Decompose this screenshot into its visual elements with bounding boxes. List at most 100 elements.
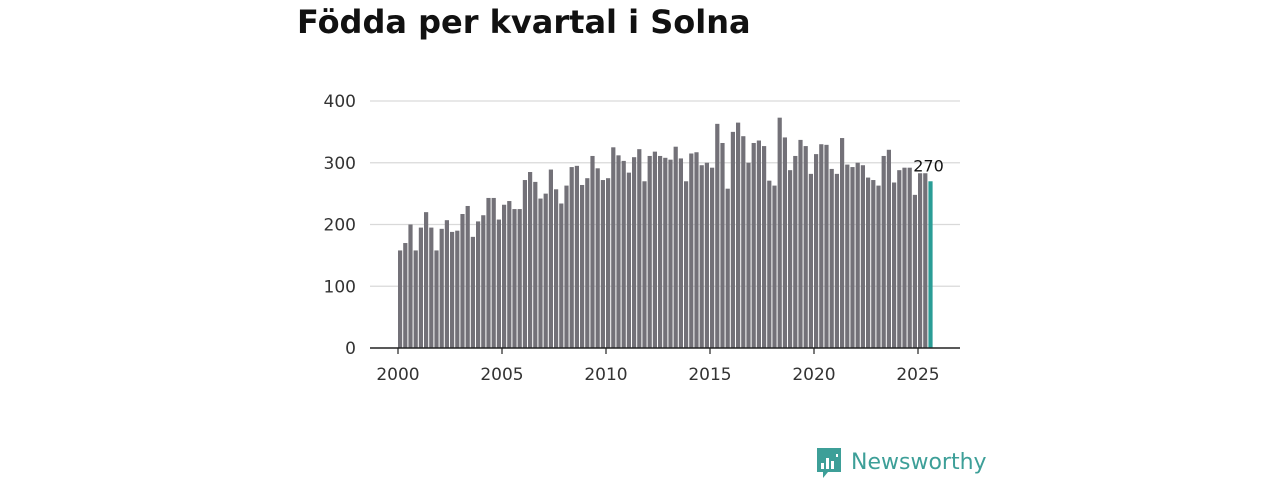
- bar: [928, 181, 933, 348]
- y-tick-label: 200: [324, 216, 356, 236]
- bar: [434, 250, 439, 348]
- bar: [559, 203, 564, 348]
- bar: [668, 159, 673, 348]
- bar: [543, 193, 548, 348]
- bar: [892, 182, 897, 348]
- bar: [429, 227, 434, 348]
- bar: [600, 180, 605, 348]
- bar: [642, 181, 647, 348]
- bar: [694, 152, 699, 348]
- newsworthy-logo: Newsworthy: [815, 446, 987, 480]
- y-tick-label: 300: [324, 154, 356, 174]
- bar: [855, 162, 860, 348]
- bar: [829, 168, 834, 348]
- bar: [673, 146, 678, 348]
- bar: [886, 149, 891, 348]
- bar: [398, 250, 403, 348]
- bar: [912, 194, 917, 348]
- x-tick-label: 2000: [376, 365, 419, 385]
- bar: [611, 147, 616, 348]
- bar: [684, 181, 689, 348]
- bar: [689, 153, 694, 348]
- bar: [408, 224, 413, 348]
- bar: [554, 189, 559, 348]
- x-axis-ticks: 2000 2005 2010 2015 2020 2025: [376, 348, 940, 385]
- bar: [798, 139, 803, 348]
- bar: [834, 173, 839, 348]
- bar: [595, 168, 600, 348]
- bar: [907, 167, 912, 348]
- bar: [590, 155, 595, 348]
- bar: [803, 146, 808, 348]
- bar: [476, 221, 481, 348]
- bar: [814, 154, 819, 348]
- bar: [403, 243, 408, 348]
- bar: [507, 201, 512, 348]
- bar: [902, 167, 907, 348]
- x-tick-label: 2010: [584, 365, 627, 385]
- bar: [647, 155, 652, 348]
- bar: [444, 220, 449, 348]
- bar: [424, 212, 429, 348]
- bar: [881, 155, 886, 348]
- bar: [808, 173, 813, 348]
- bar: [528, 172, 533, 348]
- bar: [782, 137, 787, 348]
- bar: [741, 136, 746, 348]
- bar: [704, 162, 709, 348]
- bar: [637, 149, 642, 348]
- bar: [746, 162, 751, 348]
- bar: [418, 227, 423, 348]
- y-tick-label: 100: [324, 277, 356, 297]
- bar: [517, 209, 522, 348]
- bar: [413, 250, 418, 348]
- bar: [897, 170, 902, 348]
- bar: [574, 165, 579, 348]
- bar: [751, 142, 756, 348]
- bar: [470, 236, 475, 348]
- x-tick-label: 2020: [792, 365, 835, 385]
- bar: [918, 173, 923, 348]
- bar: [860, 165, 865, 348]
- bar: [756, 140, 761, 348]
- bar: [512, 209, 517, 348]
- bar: [569, 167, 574, 348]
- bar: [621, 160, 626, 348]
- bar: [585, 178, 590, 348]
- bar: [876, 185, 881, 348]
- bar: [564, 185, 569, 348]
- last-value-label: 270: [913, 156, 944, 175]
- bar: [788, 170, 793, 348]
- bar: [710, 167, 715, 348]
- y-axis-ticks: 0 100 200 300 400: [324, 92, 356, 359]
- bar: [491, 197, 496, 348]
- bar: [606, 178, 611, 348]
- bar: [871, 180, 876, 348]
- bar: [533, 181, 538, 348]
- bar: [720, 142, 725, 348]
- bar: [626, 172, 631, 348]
- bar: [767, 180, 772, 348]
- bar: [850, 167, 855, 348]
- bar-chart-speech-bubble-icon: [817, 448, 841, 478]
- bar: [460, 214, 465, 348]
- bar: [486, 197, 491, 348]
- chart-title: Födda per kvartal i Solna: [297, 3, 751, 41]
- bar: [678, 158, 683, 348]
- bar: [658, 155, 663, 348]
- bar: [439, 228, 444, 348]
- y-tick-label: 0: [345, 339, 356, 359]
- bar: [465, 205, 470, 348]
- x-tick-label: 2015: [688, 365, 731, 385]
- x-tick-label: 2005: [480, 365, 523, 385]
- bar: [819, 144, 824, 348]
- bar: [793, 155, 798, 348]
- bar: [736, 122, 741, 348]
- y-tick-label: 400: [324, 92, 356, 112]
- x-tick-label: 2025: [896, 365, 939, 385]
- bar: [538, 198, 543, 348]
- bar: [845, 164, 850, 348]
- bar: [725, 188, 730, 348]
- bar: [522, 180, 527, 348]
